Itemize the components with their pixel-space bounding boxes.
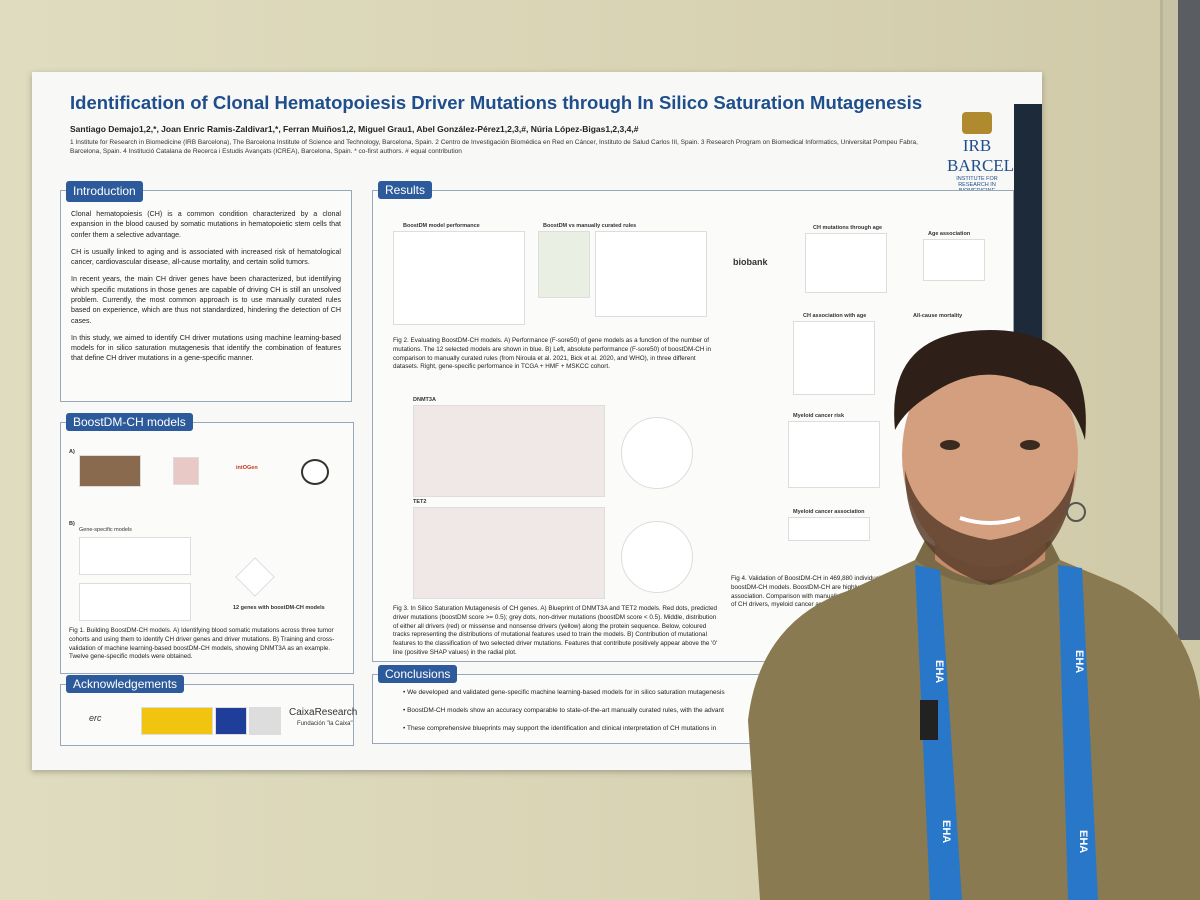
- figure-label: All-cause mortality: [913, 313, 963, 319]
- poster-title: Identification of Clonal Hematopoiesis D…: [70, 92, 923, 113]
- funder-logo: [249, 707, 281, 735]
- scatter-figure: [393, 231, 525, 325]
- figure-label: CH mutations through age: [813, 225, 883, 231]
- funder-logo: CaixaResearch: [289, 707, 358, 718]
- mutation-plot: [79, 537, 191, 575]
- radial-figure: [621, 417, 693, 489]
- introduction-box: Introduction Clonal hematopoiesis (CH) i…: [60, 181, 352, 402]
- paragraph: In this study, we aimed to identify CH d…: [71, 333, 341, 363]
- forest-figure: [793, 321, 875, 395]
- booth-frame: [1178, 0, 1200, 640]
- funder-logo: erc: [89, 713, 102, 723]
- results-box: Results BoostDM model performance BoostD…: [372, 181, 1014, 662]
- funder-logo: [141, 707, 213, 735]
- paragraph: In recent years, the main CH driver gene…: [71, 275, 341, 325]
- figure-caption: Fig 2. Evaluating BoostDM-CH models. A) …: [393, 337, 712, 371]
- funder-logo: Fundación "la Caixa": [297, 721, 353, 727]
- earring: [1066, 502, 1086, 522]
- eye: [1020, 440, 1040, 450]
- figure-label: Myeloid cancer risk: [793, 413, 845, 419]
- dot-figure: [595, 231, 707, 317]
- label: intOGen: [236, 465, 258, 471]
- label: 12 genes with boostDM-CH models: [233, 605, 325, 611]
- funder-logo: [215, 707, 247, 735]
- blueprint-figure: [413, 405, 605, 497]
- figure-caption: Fig 3. In Silico Saturation Mutagenesis …: [393, 605, 718, 657]
- lanyard-text: EHA: [1077, 830, 1089, 853]
- section-heading: Acknowledgements: [66, 675, 185, 693]
- figure-label: biobank: [733, 257, 768, 267]
- figure-label: Age association: [928, 231, 971, 237]
- figure-label: CH association with age: [803, 313, 867, 319]
- paragraph: Clonal hematopoiesis (CH) is a common co…: [71, 210, 341, 239]
- figure-caption: Fig 1. Building BoostDM-CH models. A) Id…: [69, 627, 335, 661]
- panel-label: B): [69, 521, 75, 527]
- shirt: [748, 560, 1200, 900]
- poster: Identification of Clonal Hematopoiesis D…: [32, 72, 1042, 770]
- crowd-image: [79, 455, 141, 487]
- boostdm-box: BoostDM-CH models A) intOGen B) Gene-spe…: [60, 413, 354, 674]
- authors: Santiago Demajo1,2,*, Joan Enric Ramis-Z…: [70, 124, 639, 134]
- beard: [905, 470, 1075, 585]
- section-heading: Introduction: [66, 181, 143, 203]
- label: Gene-specific models: [79, 527, 132, 533]
- smile: [959, 516, 1021, 525]
- figure-label: BoostDM vs manually curated rules: [543, 223, 637, 229]
- lanyard-text: EHA: [1073, 650, 1085, 673]
- bullet: We developed and validated gene-specific…: [403, 689, 724, 696]
- bar-figure: [538, 231, 590, 298]
- radial-figure: [621, 521, 693, 593]
- lanyard-clip: [920, 700, 938, 740]
- lanyard: [915, 565, 962, 900]
- section-heading: Results: [378, 181, 433, 199]
- mutation-plot: [79, 583, 191, 621]
- line-figure: [805, 233, 887, 293]
- forest-figure: [788, 517, 870, 541]
- paragraph: CH is usually linked to aging and is ass…: [71, 247, 341, 267]
- line-figure: [788, 421, 880, 488]
- blueprint-figure: [413, 507, 605, 599]
- lanyard-text: EHA: [940, 820, 952, 843]
- brain-icon: [301, 459, 329, 485]
- affiliations: 1 Institute for Research in Biomedicine …: [70, 139, 918, 155]
- acknowledgements-box: Acknowledgements erc CaixaResearch Funda…: [60, 675, 358, 746]
- bullet: These comprehensive blueprints may suppo…: [403, 725, 716, 732]
- figure-label: BoostDM model performance: [403, 223, 480, 229]
- bullet: BoostDM-CH models show an accuracy compa…: [403, 707, 724, 714]
- eye: [940, 440, 960, 450]
- body-icon: [173, 457, 199, 485]
- logo-emblem: [962, 112, 992, 134]
- lanyard-text: EHA: [933, 660, 945, 683]
- figure-label: DNMT3A: [413, 397, 436, 403]
- section-heading: Conclusions: [378, 665, 458, 683]
- lanyard: [1058, 565, 1098, 900]
- hair: [894, 330, 1086, 440]
- forest-figure: [923, 239, 985, 281]
- face: [902, 343, 1078, 567]
- panel-label: A): [69, 449, 75, 455]
- figure-label: Myeloid cancer association: [793, 509, 865, 515]
- section-heading: BoostDM-CH models: [66, 413, 193, 431]
- figure-label: TET2: [413, 499, 427, 505]
